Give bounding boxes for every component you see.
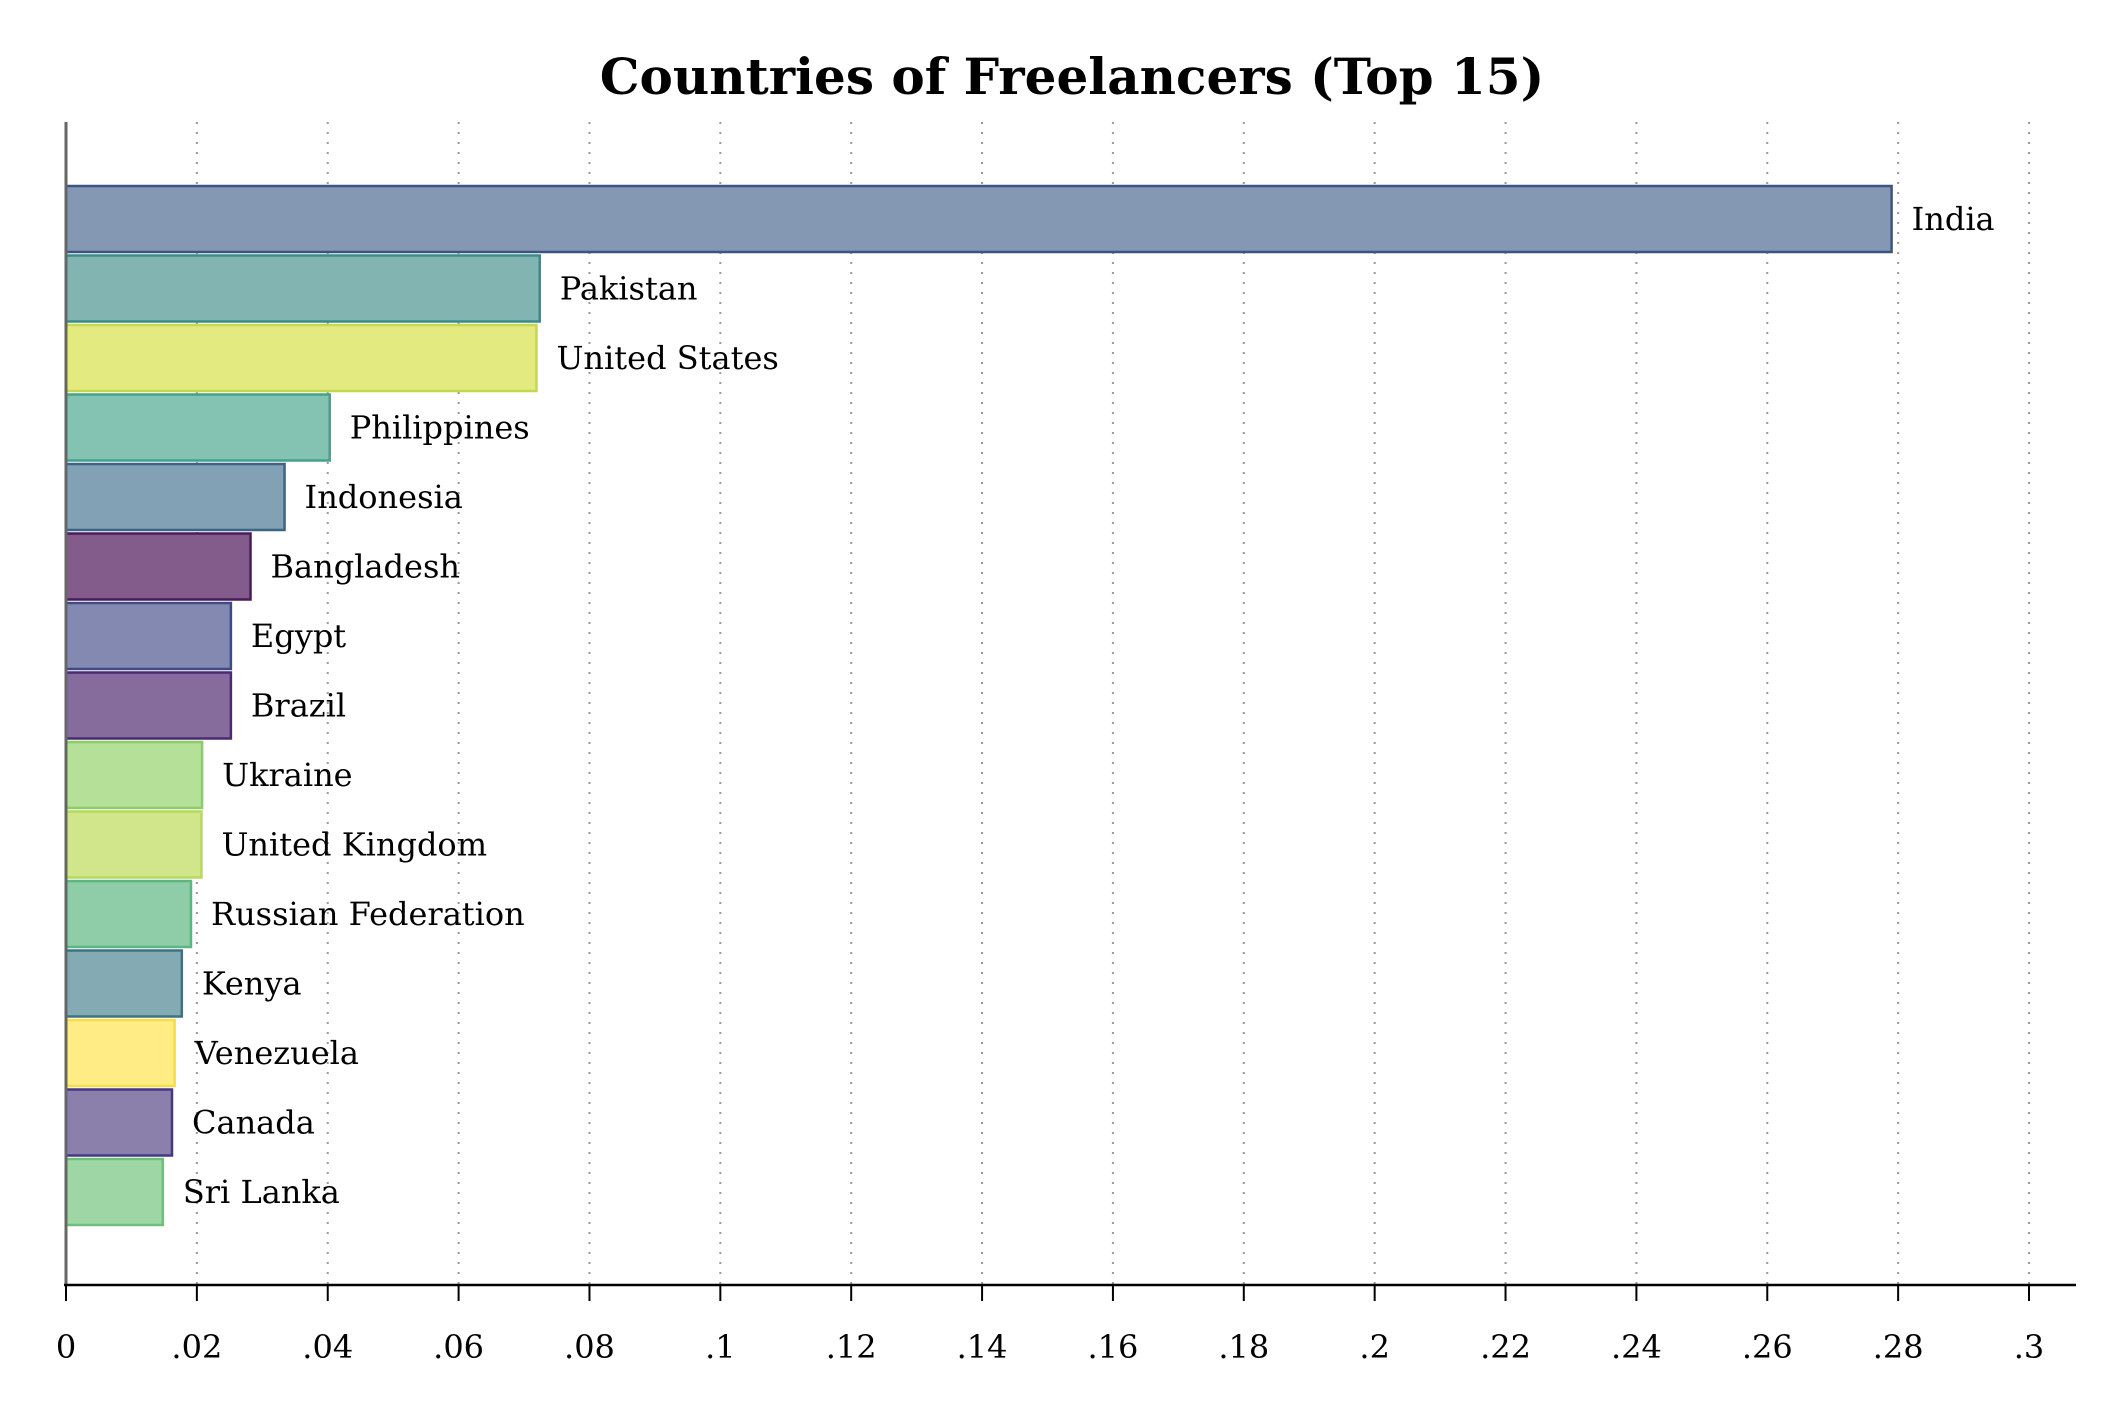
bar-label: Sri Lanka bbox=[183, 1173, 340, 1211]
x-tick-label: .28 bbox=[1873, 1328, 1924, 1366]
bar-brazil bbox=[64, 671, 233, 740]
bar-label: Pakistan bbox=[560, 270, 698, 308]
bar-label: Egypt bbox=[251, 617, 346, 655]
x-tick-label: .14 bbox=[957, 1328, 1008, 1366]
bar-label: United Kingdom bbox=[221, 826, 487, 864]
bar-label: Venezuela bbox=[194, 1034, 359, 1072]
x-tick-label: .26 bbox=[1742, 1328, 1793, 1366]
bar-ukraine bbox=[64, 740, 204, 810]
bar-label: Indonesia bbox=[305, 478, 463, 516]
x-tick-label: .06 bbox=[433, 1328, 484, 1366]
x-tick-label: .18 bbox=[1218, 1328, 1269, 1366]
bar-philippines bbox=[64, 393, 331, 462]
bar-label: Kenya bbox=[202, 965, 302, 1003]
x-tick-label: .12 bbox=[826, 1328, 877, 1366]
x-tick-labels: 0 .02 .04 .06 .08 .1 .12 .14 .16 .18 .2 .22 .24 .26 .2… bbox=[56, 1328, 2044, 1366]
x-tick-label: 0 bbox=[56, 1328, 76, 1366]
x-tick-label: .2 bbox=[1359, 1328, 1390, 1366]
bar-indonesia bbox=[64, 462, 286, 532]
bar-bangladesh bbox=[64, 532, 252, 601]
chart-title: Countries of Freelancers (Top 15) bbox=[600, 47, 1544, 106]
bar-united-kingdom bbox=[64, 810, 203, 879]
x-tick-label: .24 bbox=[1611, 1328, 1662, 1366]
bar-pakistan bbox=[64, 254, 541, 323]
bar-label: India bbox=[1912, 200, 1995, 238]
x-tick-label: .08 bbox=[564, 1328, 615, 1366]
x-tick-label: .3 bbox=[2014, 1328, 2045, 1366]
bar-label: Bangladesh bbox=[271, 548, 460, 586]
bar-egypt bbox=[64, 601, 233, 671]
bar-canada bbox=[64, 1088, 174, 1157]
x-tick-label: .02 bbox=[171, 1328, 222, 1366]
bar-sri-lanka bbox=[64, 1157, 165, 1227]
bar-label: Brazil bbox=[251, 687, 346, 725]
x-tick-label: .1 bbox=[705, 1328, 736, 1366]
bar-label: Ukraine bbox=[222, 756, 353, 794]
bar-venezuela bbox=[64, 1018, 176, 1088]
bar-united-states bbox=[64, 323, 538, 393]
bar-label: Russian Federation bbox=[211, 895, 525, 933]
bar-russian-federation bbox=[64, 879, 193, 949]
x-tick-label: .16 bbox=[1087, 1328, 1138, 1366]
bar-labels: India Pakistan United States Philippines Ind… bbox=[183, 200, 1995, 1211]
bar-label: United States bbox=[556, 339, 778, 377]
bar-label: Philippines bbox=[350, 409, 530, 447]
gridlines bbox=[195, 122, 2030, 1285]
bar-india bbox=[64, 184, 1893, 254]
x-tick-label: .04 bbox=[302, 1328, 353, 1366]
x-tick-label: .22 bbox=[1480, 1328, 1531, 1366]
bar-label: Canada bbox=[192, 1104, 315, 1142]
axes bbox=[64, 122, 2076, 1301]
bar-kenya bbox=[64, 949, 184, 1018]
